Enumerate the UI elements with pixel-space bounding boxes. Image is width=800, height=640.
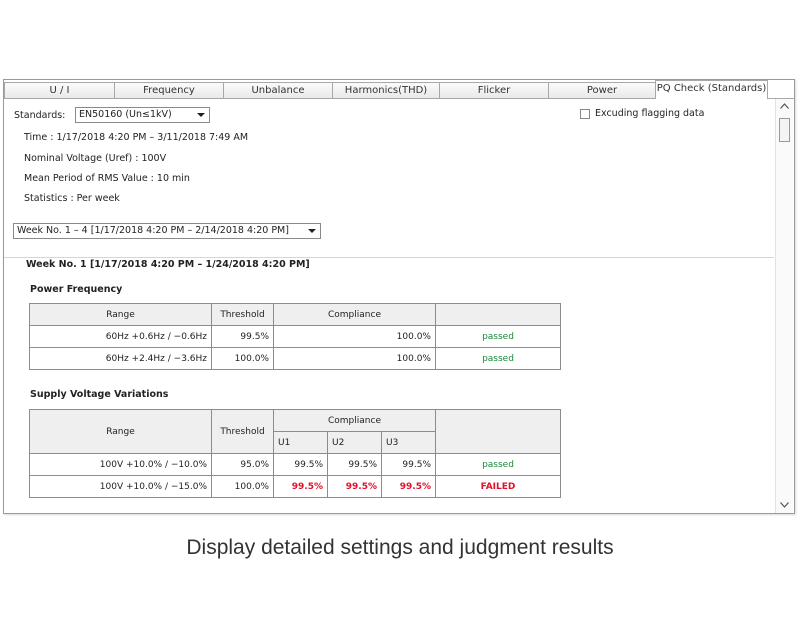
table-row: 100V +10.0% / −10.0% 95.0% 99.5% 99.5% 9… xyxy=(29,453,561,476)
mean-period-text: Mean Period of RMS Value : 10 min xyxy=(24,173,190,184)
compliance-cell: 100.0% xyxy=(273,347,436,370)
week-range-select-value: Week No. 1 – 4 [1/17/2018 4:20 PM – 2/14… xyxy=(17,225,289,236)
scroll-down-icon[interactable] xyxy=(780,502,789,508)
pq-viewer-window: U / I Frequency Unbalance Harmonics(THD)… xyxy=(3,79,795,514)
tab-power[interactable]: Power xyxy=(548,82,656,98)
scrollbar-thumb[interactable] xyxy=(779,118,790,142)
u3-cell: 99.5% xyxy=(381,475,436,498)
result-cell: FAILED xyxy=(435,475,561,498)
supply-voltage-table: Range Threshold Compliance U1 U2 U3 100V… xyxy=(29,409,561,498)
compliance-header: Compliance xyxy=(273,409,436,432)
u1-cell: 99.5% xyxy=(273,475,328,498)
tab-unbalance[interactable]: Unbalance xyxy=(223,82,333,98)
table-row: 60Hz +2.4Hz / −3.6Hz 100.0% 100.0% passe… xyxy=(29,347,561,370)
u2-cell: 99.5% xyxy=(327,475,382,498)
tab-frequency[interactable]: Frequency xyxy=(114,82,224,98)
u3-header: U3 xyxy=(381,431,436,454)
range-header: Range xyxy=(29,409,212,454)
result-cell: passed xyxy=(435,347,561,370)
caption-text: Display detailed settings and judgment r… xyxy=(186,536,614,559)
tab-pq-check[interactable]: PQ Check (Standards) xyxy=(655,80,768,99)
threshold-header: Threshold xyxy=(211,409,274,454)
threshold-header: Threshold xyxy=(211,303,274,326)
vertical-scrollbar[interactable] xyxy=(775,99,793,513)
excluding-flagging-checkbox[interactable] xyxy=(580,109,590,119)
tab-harmonics[interactable]: Harmonics(THD) xyxy=(332,82,440,98)
standards-label: Standards: xyxy=(14,110,66,121)
result-header xyxy=(435,303,561,326)
scroll-up-icon[interactable] xyxy=(780,103,789,109)
u2-cell: 99.5% xyxy=(327,453,382,476)
range-cell: 100V +10.0% / −15.0% xyxy=(29,475,212,498)
result-cell: passed xyxy=(435,453,561,476)
threshold-cell: 99.5% xyxy=(211,325,274,348)
u1-header: U1 xyxy=(273,431,328,454)
table-header-row: Range Threshold Compliance xyxy=(29,303,561,326)
standards-select-value: EN50160 (Un≤1kV) xyxy=(79,109,172,120)
power-frequency-title: Power Frequency xyxy=(30,284,123,295)
u3-cell: 99.5% xyxy=(381,453,436,476)
tab-bar: U / I Frequency Unbalance Harmonics(THD)… xyxy=(4,80,794,99)
range-cell: 100V +10.0% / −10.0% xyxy=(29,453,212,476)
threshold-cell: 100.0% xyxy=(211,475,274,498)
table-row: 60Hz +0.6Hz / −0.6Hz 99.5% 100.0% passed xyxy=(29,325,561,348)
result-cell: passed xyxy=(435,325,561,348)
compliance-header: Compliance xyxy=(273,303,436,326)
threshold-cell: 95.0% xyxy=(211,453,274,476)
result-header xyxy=(435,409,561,454)
section-divider xyxy=(4,257,774,258)
pq-check-content: Standards: EN50160 (Un≤1kV) Excuding fla… xyxy=(4,99,774,513)
week-title: Week No. 1 [1/17/2018 4:20 PM – 1/24/201… xyxy=(26,259,310,270)
statistics-text: Statistics : Per week xyxy=(24,193,120,204)
table-subheader-row: U1 U2 U3 xyxy=(30,431,561,454)
table-header-row: Range Threshold Compliance xyxy=(29,409,561,454)
excluding-flagging-label: Excuding flagging data xyxy=(595,108,705,119)
tab-u-i[interactable]: U / I xyxy=(4,82,115,98)
supply-voltage-title: Supply Voltage Variations xyxy=(30,389,169,400)
tab-divider xyxy=(4,98,794,99)
nominal-voltage-text: Nominal Voltage (Uref) : 100V xyxy=(24,153,167,164)
power-frequency-table: Range Threshold Compliance 60Hz +0.6Hz /… xyxy=(29,303,561,370)
u2-header: U2 xyxy=(327,431,382,454)
u1-cell: 99.5% xyxy=(273,453,328,476)
time-range-text: Time : 1/17/2018 4:20 PM – 3/11/2018 7:4… xyxy=(24,132,249,143)
range-cell: 60Hz +0.6Hz / −0.6Hz xyxy=(29,325,212,348)
chevron-down-icon xyxy=(197,113,205,117)
standards-select[interactable]: EN50160 (Un≤1kV) xyxy=(75,107,210,123)
week-range-select[interactable]: Week No. 1 – 4 [1/17/2018 4:20 PM – 2/14… xyxy=(13,223,321,239)
range-cell: 60Hz +2.4Hz / −3.6Hz xyxy=(29,347,212,370)
threshold-cell: 100.0% xyxy=(211,347,274,370)
range-header: Range xyxy=(29,303,212,326)
compliance-cell: 100.0% xyxy=(273,325,436,348)
tab-flicker[interactable]: Flicker xyxy=(439,82,549,98)
table-row: 100V +10.0% / −15.0% 100.0% 99.5% 99.5% … xyxy=(29,475,561,498)
chevron-down-icon xyxy=(308,229,316,233)
